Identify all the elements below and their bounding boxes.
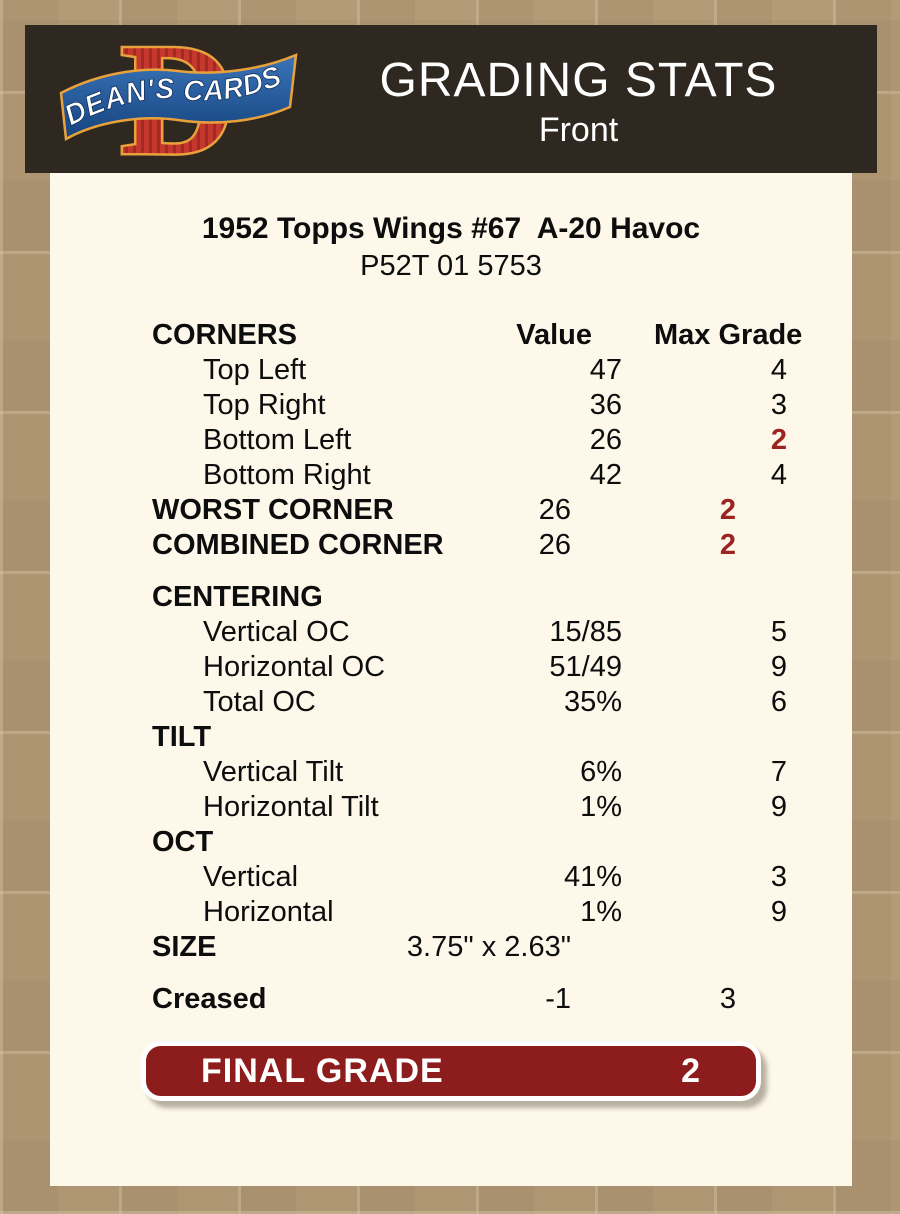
card-title: 1952 Topps Wings #67 A-20 Havoc (201, 212, 701, 245)
row-value: 26 (538, 529, 571, 561)
row-value: 41% (563, 861, 622, 893)
row-value: 26 (589, 424, 622, 456)
deans-cards-logo: D DEAN'S CARDS (59, 29, 298, 169)
logo-ribbon (59, 53, 298, 142)
row-value: 42 (589, 459, 622, 491)
row-value: 26 (538, 494, 571, 526)
table-row: CORNERS Value Max Grade (152, 318, 852, 353)
stats-table: CORNERS Value Max Grade Top Left 47 4 Top Righ… (50, 318, 852, 1017)
table-row: OCT (152, 825, 852, 860)
column-header-max-grade: Max Grade (654, 319, 803, 351)
header-titles: GRADING STATS Front (280, 55, 877, 153)
row-label: Top Right (203, 389, 326, 421)
table-row: TILT (152, 720, 852, 755)
row-label: Vertical OC (203, 616, 350, 648)
table-row: Bottom Left 26 2 (152, 423, 852, 458)
final-grade-badge: FINAL GRADE 2 (141, 1041, 761, 1101)
row-label: Horizontal Tilt (203, 791, 379, 823)
row-max-grade: 6 (770, 686, 788, 718)
row-max-grade: 2 (719, 494, 737, 526)
table-row: Total OC 35% 6 (152, 685, 852, 720)
row-label: Top Left (203, 354, 307, 386)
row-value (452, 720, 592, 755)
row-label: Creased (152, 983, 267, 1015)
row-label: Vertical Tilt (203, 756, 344, 788)
row-max-grade: 3 (719, 983, 737, 1015)
table-row: SIZE 3.75" x 2.63" (152, 930, 852, 965)
row-max-grade (654, 720, 802, 755)
row-label: CENTERING (152, 581, 323, 613)
row-max-grade: 4 (770, 459, 788, 491)
row-value: 47 (589, 354, 622, 386)
table-row: Top Right 36 3 (152, 388, 852, 423)
row-label: SIZE (152, 931, 217, 963)
row-max-grade: 3 (770, 389, 788, 421)
header-bar: D DEAN'S CARDS GRADING STATS Front (25, 25, 877, 173)
row-max-grade: 9 (770, 896, 788, 928)
row-value: -1 (545, 983, 571, 1015)
row-value: 1% (580, 896, 622, 928)
table-row: Horizontal OC 51/49 9 (152, 650, 852, 685)
table-row: Vertical OC 15/85 5 (152, 615, 852, 650)
row-value: 1% (580, 791, 622, 823)
row-max-grade: 3 (770, 861, 788, 893)
row-max-grade: 5 (770, 616, 788, 648)
table-row: Bottom Right 42 4 (152, 458, 852, 493)
final-grade-label: FINAL GRADE (201, 1051, 444, 1090)
row-label: Bottom Right (203, 459, 371, 491)
row-value: 6% (580, 756, 622, 788)
row-label: WORST CORNER (152, 494, 394, 526)
row-label: Vertical (203, 861, 299, 893)
row-value: 15/85 (549, 616, 622, 648)
row-value (452, 825, 592, 860)
row-value: 51/49 (549, 651, 622, 683)
row-max-grade (654, 580, 802, 615)
table-row: Vertical Tilt 6% 7 (152, 755, 852, 790)
row-value (452, 580, 592, 615)
row-label: Horizontal (203, 896, 334, 928)
column-header-label: CORNERS (152, 319, 298, 351)
stats-panel: 1952 Topps Wings #67 A-20 Havoc P52T 01 … (50, 173, 852, 1186)
row-max-grade: 2 (770, 424, 788, 456)
table-row: Horizontal Tilt 1% 9 (152, 790, 852, 825)
row-max-grade: 2 (719, 529, 737, 561)
page-title: GRADING STATS (379, 54, 778, 107)
row-max-grade: 9 (770, 791, 788, 823)
row-value: 36 (589, 389, 622, 421)
row-label: TILT (152, 721, 212, 753)
row-max-grade: 9 (770, 651, 788, 683)
row-label: Total OC (203, 686, 316, 718)
row-max-grade (654, 825, 802, 860)
row-label: Bottom Left (203, 424, 352, 456)
row-value: 35% (563, 686, 622, 718)
card-side-label: Front (538, 111, 619, 149)
row-value: 3.75" x 2.63" (406, 931, 571, 963)
table-row: WORST CORNER 26 2 (152, 493, 852, 528)
row-label: Horizontal OC (203, 651, 386, 683)
table-row: Horizontal 1% 9 (152, 895, 852, 930)
table-row: Creased -1 3 (152, 982, 852, 1017)
final-grade-value: 2 (681, 1051, 701, 1090)
row-max-grade: 4 (770, 354, 788, 386)
row-label: OCT (152, 826, 214, 858)
card-serial-number: P52T 01 5753 (360, 250, 542, 282)
column-header-value: Value (516, 319, 592, 351)
table-row: Vertical 41% 3 (152, 860, 852, 895)
table-row: Top Left 47 4 (152, 353, 852, 388)
table-row: CENTERING (152, 580, 852, 615)
table-row: COMBINED CORNER 26 2 (152, 528, 852, 563)
row-label: COMBINED CORNER (152, 529, 444, 561)
row-max-grade (654, 930, 802, 965)
row-max-grade: 7 (770, 756, 788, 788)
